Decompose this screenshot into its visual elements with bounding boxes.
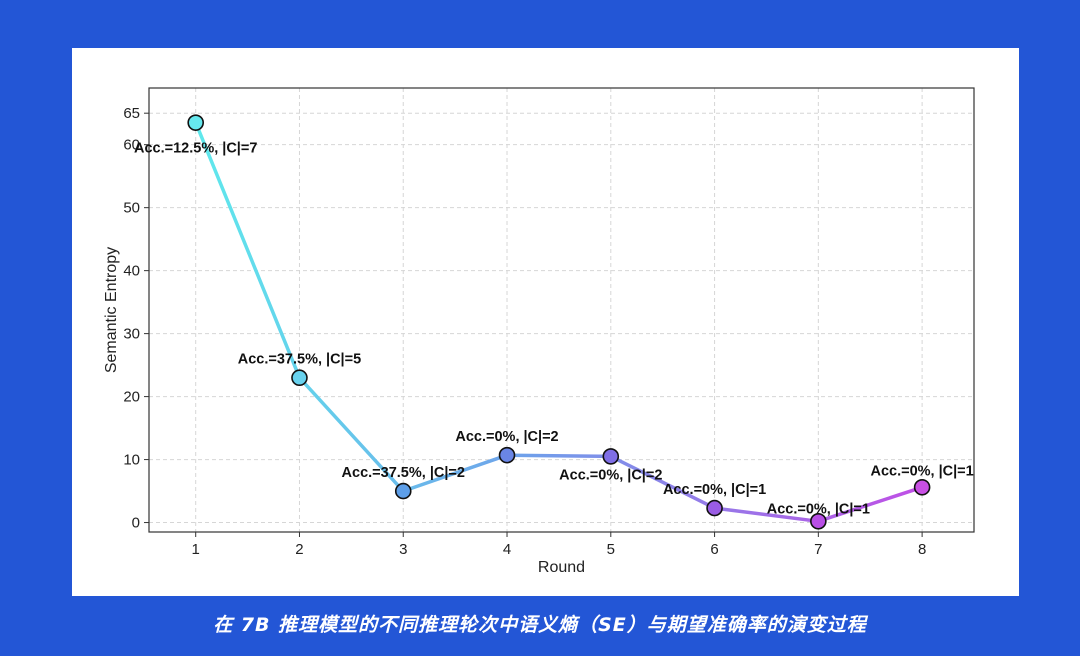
y-tick-label: 65: [123, 105, 140, 122]
plot-frame: [148, 87, 975, 533]
data-point: [187, 114, 204, 131]
y-tick-label: 0: [132, 515, 140, 532]
x-tick-label: 7: [814, 541, 822, 558]
data-point: [498, 446, 516, 464]
data-label: Acc.=37.5%, |C|=2: [342, 465, 465, 481]
y-tick-label: 20: [123, 389, 140, 406]
data-label: Acc.=37.5%, |C|=5: [238, 352, 361, 368]
data-label: Acc.=0%, |C|=1: [663, 482, 766, 498]
data-point: [810, 512, 827, 530]
x-tick-label: 2: [295, 541, 303, 558]
x-tick-label: 5: [607, 541, 615, 558]
x-tick-label: 6: [710, 541, 718, 558]
y-tick-label: 50: [123, 200, 140, 217]
data-point: [706, 499, 723, 517]
x-axis-label: Round: [538, 559, 585, 576]
x-tick-label: 1: [192, 541, 200, 558]
y-axis: 0 10 20 30 40 50 60 65: [123, 105, 149, 532]
data-point: [394, 482, 412, 500]
y-tick-label: 40: [123, 263, 140, 280]
data-point: [913, 478, 931, 496]
series-line: [194, 121, 923, 524]
data-points: [187, 114, 931, 530]
y-tick-label: 60: [123, 137, 140, 154]
data-annotations: Acc.=12.5%, |C|=7 Acc.=37.5%, |C|=5 Acc.=3…: [134, 141, 974, 518]
y-tick-label: 10: [123, 452, 140, 469]
y-axis-label: Semantic Entropy: [103, 247, 120, 373]
data-point: [602, 448, 620, 465]
x-tick-label: 8: [918, 541, 926, 558]
grid: [149, 88, 974, 532]
data-label: Acc.=0%, |C|=2: [455, 429, 558, 445]
x-tick-label: 4: [503, 541, 511, 558]
x-axis: 1 2 3 4 5 6 7 8: [192, 532, 926, 558]
data-label: Acc.=0%, |C|=1: [870, 463, 973, 479]
x-tick-label: 3: [399, 541, 407, 558]
data-label: Acc.=12.5%, |C|=7: [134, 141, 257, 157]
data-point: [291, 369, 308, 387]
line-chart: 0 10 20 30 40 50 60 65 1 2 3 4 5 6 7 8 Round Semantic …: [103, 87, 975, 576]
y-tick-label: 30: [123, 326, 140, 343]
data-label: Acc.=0%, |C|=2: [559, 467, 662, 483]
figure-caption: 在 7B 推理模型的不同推理轮次中语义熵（SE）与期望准确率的演变过程: [213, 614, 867, 636]
data-label: Acc.=0%, |C|=1: [767, 501, 870, 517]
chart-panel: 0 10 20 30 40 50 60 65 1 2 3 4 5 6 7 8 Round Semantic …: [72, 48, 1019, 596]
